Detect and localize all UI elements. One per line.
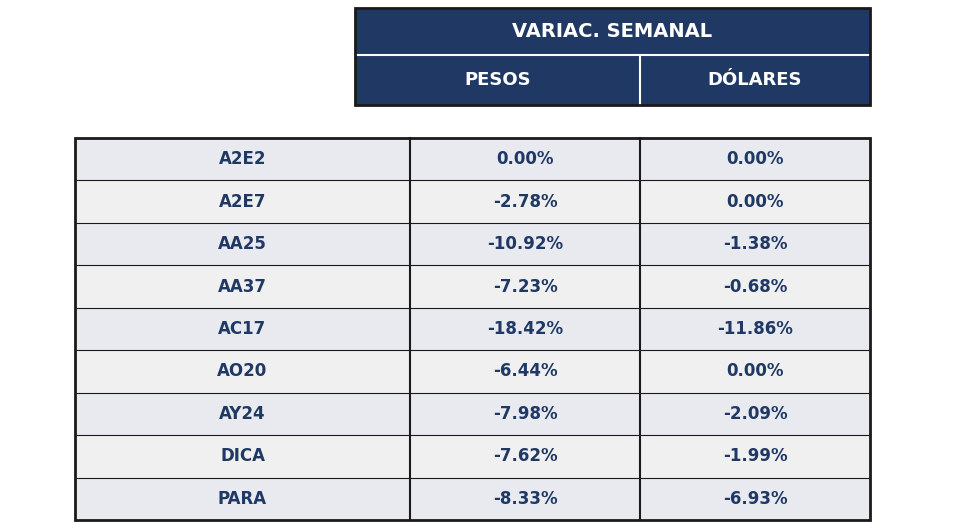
Text: A2E7: A2E7 (219, 193, 267, 211)
Text: AO20: AO20 (218, 362, 268, 381)
Text: A2E2: A2E2 (219, 150, 267, 168)
Bar (355, 8, 870, 105)
Text: DICA: DICA (220, 447, 265, 465)
Text: DÓLARES: DÓLARES (708, 71, 803, 89)
Text: 0.00%: 0.00% (726, 150, 784, 168)
Bar (75, 308, 870, 350)
Text: PESOS: PESOS (465, 71, 531, 89)
Text: AC17: AC17 (219, 320, 267, 338)
Text: AA25: AA25 (219, 235, 267, 253)
Text: VARIAC. SEMANAL: VARIAC. SEMANAL (513, 22, 712, 41)
Text: -7.23%: -7.23% (493, 278, 558, 296)
Text: AY24: AY24 (220, 405, 266, 423)
Text: -18.42%: -18.42% (487, 320, 564, 338)
Text: AA37: AA37 (218, 278, 267, 296)
Text: -2.09%: -2.09% (722, 405, 787, 423)
Text: -7.62%: -7.62% (493, 447, 558, 465)
Text: -1.38%: -1.38% (723, 235, 787, 253)
Text: -6.44%: -6.44% (493, 362, 558, 381)
Bar (355, 8, 870, 55)
Text: -11.86%: -11.86% (717, 320, 793, 338)
Bar (75, 181, 870, 223)
Bar (75, 223, 870, 266)
Bar (75, 138, 870, 520)
Bar (355, 55, 870, 105)
Text: -6.93%: -6.93% (722, 490, 787, 508)
Text: -7.98%: -7.98% (493, 405, 558, 423)
Bar (75, 266, 870, 308)
Text: 0.00%: 0.00% (726, 362, 784, 381)
Text: -10.92%: -10.92% (487, 235, 564, 253)
Bar (75, 477, 870, 520)
Text: -8.33%: -8.33% (493, 490, 558, 508)
Text: 0.00%: 0.00% (496, 150, 554, 168)
Bar (75, 350, 870, 393)
Bar (75, 393, 870, 435)
Text: -0.68%: -0.68% (723, 278, 787, 296)
Text: -1.99%: -1.99% (722, 447, 787, 465)
Bar (75, 435, 870, 477)
Bar (75, 138, 870, 181)
Text: 0.00%: 0.00% (726, 193, 784, 211)
Text: PARA: PARA (218, 490, 268, 508)
Text: -2.78%: -2.78% (493, 193, 558, 211)
